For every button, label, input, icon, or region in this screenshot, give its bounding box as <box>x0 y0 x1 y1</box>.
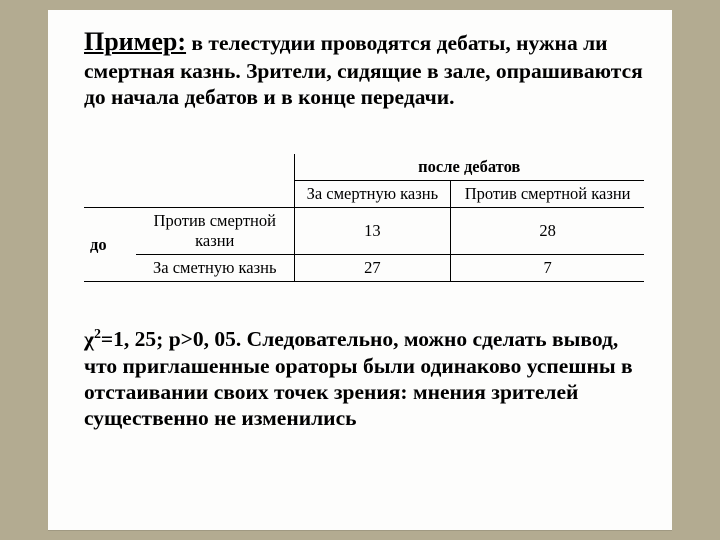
row-header-against: Против смертной казни <box>136 208 294 255</box>
conclusion-text: =1, 25; p>0, 05. Следовательно, можно сд… <box>84 327 633 430</box>
cell-r2c2: 7 <box>451 255 644 282</box>
spacer <box>84 181 136 208</box>
col-group-after: после дебатов <box>294 154 644 181</box>
chi-symbol: χ <box>84 327 94 351</box>
col-header-against: Против смертной казни <box>451 181 644 208</box>
contingency-table: после дебатов За смертную казнь Против с… <box>84 154 644 282</box>
cell-r1c2: 28 <box>451 208 644 255</box>
intro-lead: Пример: <box>84 27 186 56</box>
chi-exponent: 2 <box>94 327 101 342</box>
spacer <box>136 154 294 181</box>
row-header-for: За сметную казнь <box>136 255 294 282</box>
col-header-for: За смертную казнь <box>294 181 451 208</box>
conclusion-paragraph: χ2=1, 25; p>0, 05. Следовательно, можно … <box>84 326 644 431</box>
spacer <box>136 181 294 208</box>
paper-slide: Пример: в телестудии проводятся дебаты, … <box>48 10 672 530</box>
spacer <box>84 154 136 181</box>
cell-r1c1: 13 <box>294 208 451 255</box>
cell-r2c1: 27 <box>294 255 451 282</box>
row-group-before: до <box>84 208 136 282</box>
intro-paragraph: Пример: в телестудии проводятся дебаты, … <box>84 26 644 110</box>
